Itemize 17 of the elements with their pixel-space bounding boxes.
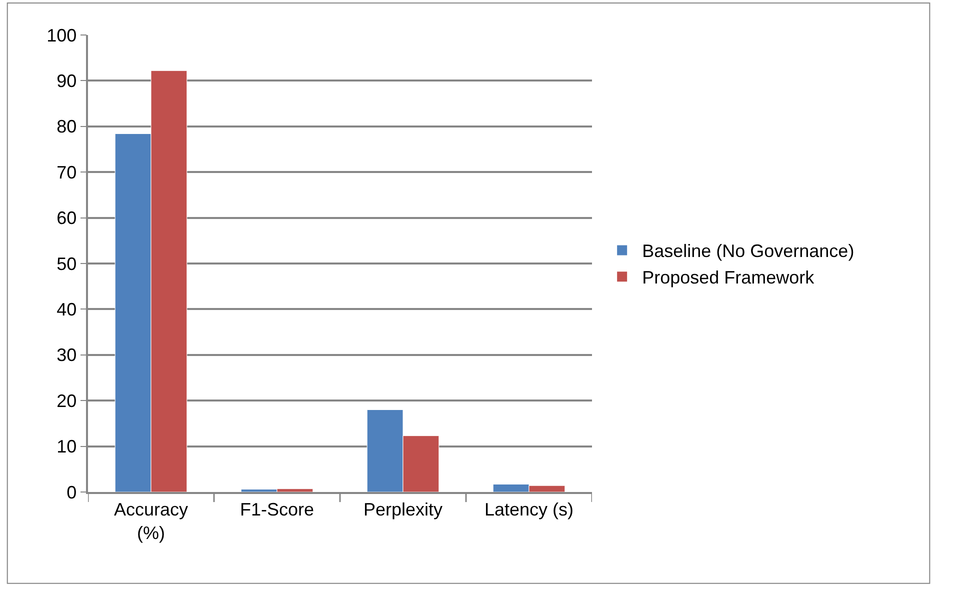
y-tick-label: 60 <box>56 208 77 228</box>
y-tick-label: 20 <box>56 390 77 411</box>
x-tick-label: Latency (s) <box>484 499 574 520</box>
y-tick-label: 0 <box>66 482 77 502</box>
x-tick-label: Perplexity <box>363 499 443 520</box>
x-tick-label: Accuracy (%) <box>114 499 188 543</box>
y-tick-label: 10 <box>56 436 77 457</box>
x-tick-label: F1-Score <box>240 499 314 520</box>
y-tick-label: 50 <box>56 254 77 274</box>
y-tick-label: 40 <box>56 300 77 320</box>
legend-label: Proposed Framework <box>642 268 816 288</box>
legend-label: Baseline (No Governance) <box>642 241 854 262</box>
y-tick-label: 100 <box>46 25 77 46</box>
y-tick-label: 80 <box>56 116 77 137</box>
y-tick-label: 30 <box>56 345 77 366</box>
y-tick-label: 90 <box>56 71 77 91</box>
y-tick-label: 70 <box>56 162 77 182</box>
